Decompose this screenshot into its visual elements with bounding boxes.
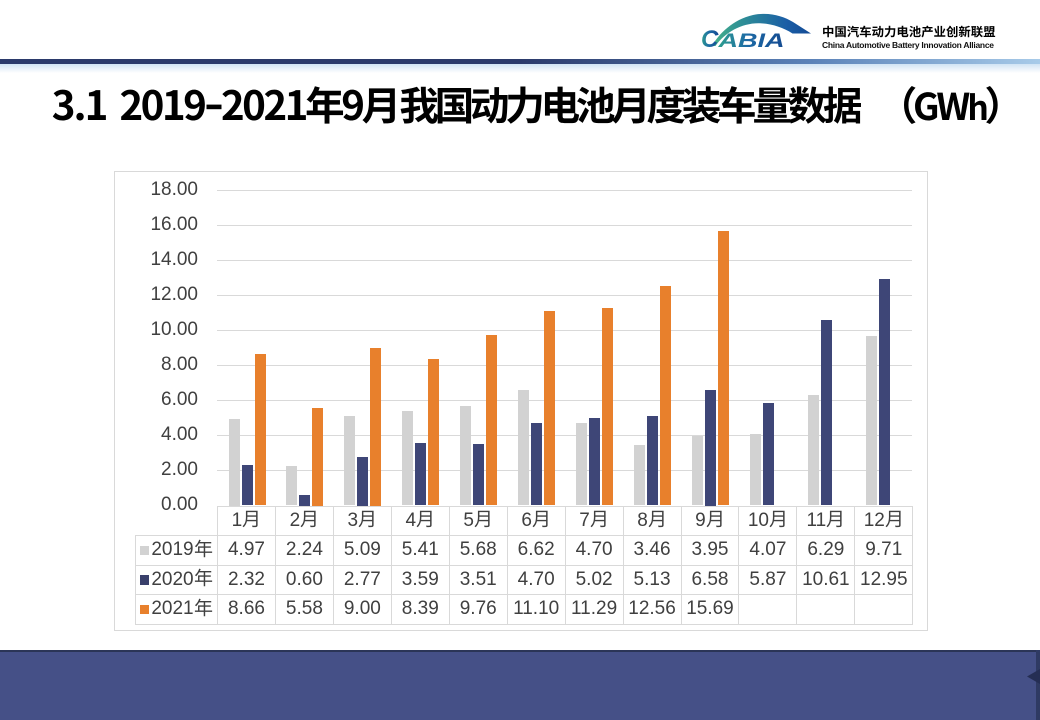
svg-text:ABIA: ABIA xyxy=(717,31,784,52)
svg-text:C: C xyxy=(701,26,719,52)
